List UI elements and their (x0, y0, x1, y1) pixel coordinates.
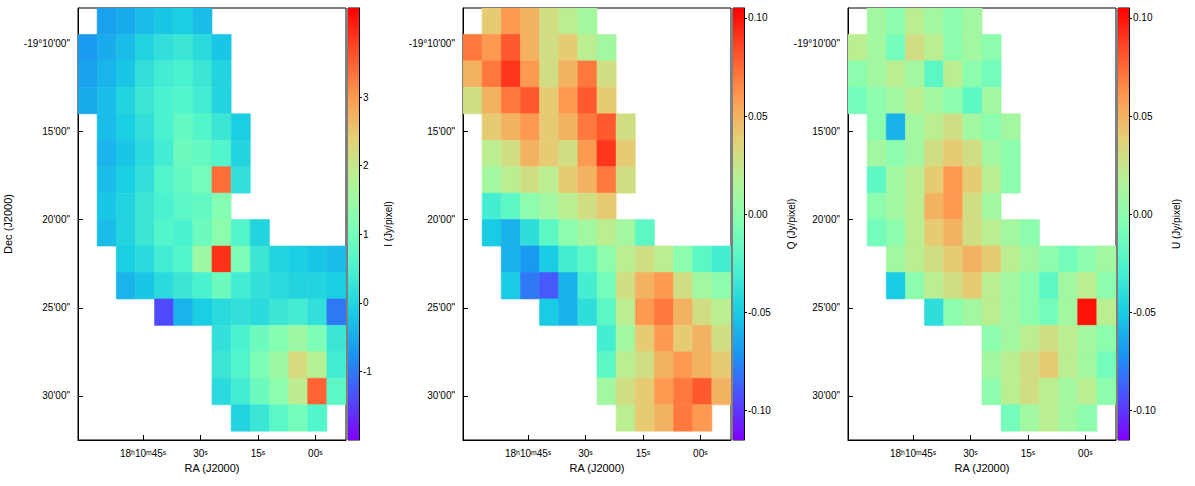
svg-text:30ˢ: 30ˢ (193, 448, 208, 459)
svg-text:I (Jy/pixel): I (Jy/pixel) (383, 201, 394, 247)
svg-text:20'00": 20'00" (812, 214, 840, 225)
svg-text:0.10: 0.10 (1133, 12, 1153, 23)
svg-text:-0.05: -0.05 (748, 307, 771, 318)
svg-text:30'00": 30'00" (812, 390, 840, 401)
svg-text:0.00: 0.00 (748, 209, 768, 220)
svg-text:00ˢ: 00ˢ (1078, 448, 1093, 459)
svg-text:20'00": 20'00" (42, 214, 70, 225)
svg-text:1: 1 (363, 229, 369, 240)
svg-text:Dec (J2000): Dec (J2000) (2, 194, 14, 254)
svg-text:RA (J2000): RA (J2000) (569, 462, 624, 474)
svg-text:0.05: 0.05 (748, 111, 768, 122)
svg-text:-0.10: -0.10 (748, 405, 771, 416)
svg-text:25'00": 25'00" (427, 302, 455, 313)
svg-text:RA (J2000): RA (J2000) (184, 462, 239, 474)
svg-text:30'00": 30'00" (42, 390, 70, 401)
svg-text:0.10: 0.10 (748, 12, 768, 23)
svg-text:0.00: 0.00 (1133, 209, 1153, 220)
svg-text:15ˢ: 15ˢ (636, 448, 651, 459)
svg-text:25'00": 25'00" (812, 302, 840, 313)
svg-text:-19°10'00": -19°10'00" (24, 38, 71, 49)
svg-text:15ˢ: 15ˢ (251, 448, 266, 459)
svg-text:RA (J2000): RA (J2000) (954, 462, 1009, 474)
svg-text:18ʰ10ᵐ45ˢ: 18ʰ10ᵐ45ˢ (120, 448, 167, 459)
svg-text:0.05: 0.05 (1133, 111, 1153, 122)
svg-text:30ˢ: 30ˢ (578, 448, 593, 459)
svg-text:-0.10: -0.10 (1133, 405, 1156, 416)
svg-text:15'00": 15'00" (427, 126, 455, 137)
svg-text:0: 0 (363, 297, 369, 308)
svg-text:20'00": 20'00" (427, 214, 455, 225)
svg-text:-19°10'00": -19°10'00" (409, 38, 456, 49)
svg-text:Q (Jy/pixel): Q (Jy/pixel) (786, 199, 797, 250)
svg-text:15'00": 15'00" (42, 126, 70, 137)
svg-text:2: 2 (363, 160, 369, 171)
svg-text:-1: -1 (363, 366, 372, 377)
svg-text:30'00": 30'00" (427, 390, 455, 401)
svg-text:25'00": 25'00" (42, 302, 70, 313)
svg-text:00ˢ: 00ˢ (308, 448, 323, 459)
svg-text:3: 3 (363, 92, 369, 103)
svg-text:-19°10'00": -19°10'00" (794, 38, 841, 49)
svg-text:30ˢ: 30ˢ (963, 448, 978, 459)
svg-text:-0.05: -0.05 (1133, 307, 1156, 318)
svg-text:U (Jy/pixel): U (Jy/pixel) (1171, 199, 1182, 249)
svg-text:15ˢ: 15ˢ (1021, 448, 1036, 459)
svg-text:18ʰ10ᵐ45ˢ: 18ʰ10ᵐ45ˢ (505, 448, 552, 459)
svg-text:00ˢ: 00ˢ (693, 448, 708, 459)
svg-text:15'00": 15'00" (812, 126, 840, 137)
svg-text:18ʰ10ᵐ45ˢ: 18ʰ10ᵐ45ˢ (890, 448, 937, 459)
